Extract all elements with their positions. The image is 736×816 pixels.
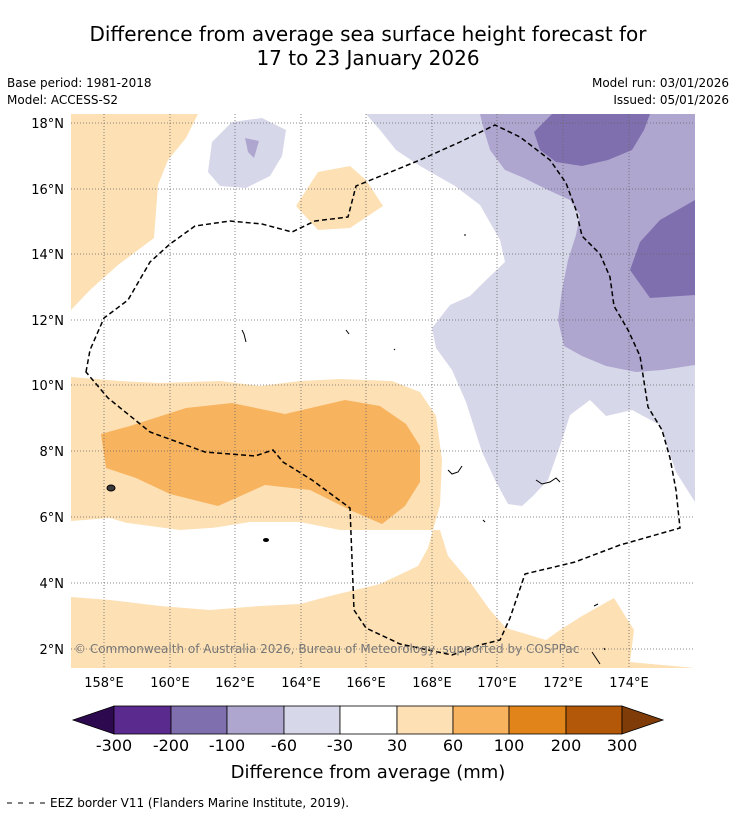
colorbar-ticks: -300 -200 -100 -60 -30 30 60 100 200 300 — [96, 736, 637, 755]
lat-label: 16°N — [31, 183, 64, 198]
title-line-1: Difference from average sea surface heig… — [89, 22, 647, 46]
lon-label: 170°E — [477, 676, 517, 691]
contour-minus60-minus100-east — [480, 114, 695, 372]
eez-legend-text: EEZ border V11 (Flanders Marine Institut… — [50, 796, 349, 810]
colorbar-label: Difference from average (mm) — [231, 762, 506, 783]
colorbar-arrow-high — [621, 705, 665, 735]
title-line-2: 17 to 23 January 2026 — [256, 46, 480, 70]
model-run: Model run: 03/01/2026 — [591, 76, 729, 90]
contour-minus100-minus200-east — [630, 200, 695, 298]
colorbar-tick-label: 100 — [494, 736, 525, 755]
lon-label: 160°E — [150, 676, 190, 691]
colorbar-segment — [396, 705, 454, 735]
contour-30-60-north-central — [296, 166, 383, 230]
longitude-axis: 158°E 160°E 162°E 164°E 166°E 168°E 170°… — [84, 676, 649, 691]
lat-label: 4°N — [40, 577, 65, 592]
lat-label: 14°N — [31, 248, 64, 263]
colorbar-segment — [565, 705, 623, 735]
lon-label: 172°E — [543, 676, 583, 691]
lat-label: 12°N — [31, 314, 64, 329]
contour-minus30-minus60-northwest — [208, 118, 286, 188]
colorbar-segment — [113, 705, 172, 735]
colorbar-tick-label: -300 — [96, 736, 132, 755]
colorbar: -300 -200 -100 -60 -30 30 60 100 200 300… — [71, 705, 665, 783]
lat-label: 6°N — [40, 511, 65, 526]
model-name: Model: ACCESS-S2 — [7, 93, 119, 107]
colorbar-tick-label: 200 — [551, 736, 582, 755]
colorbar-tick-label: -200 — [153, 736, 189, 755]
lat-label: 18°N — [31, 117, 64, 132]
colorbar-segment — [452, 705, 510, 735]
map-title: Difference from average sea surface heig… — [0, 22, 736, 70]
lon-label: 162°E — [215, 676, 255, 691]
eez-border-line — [85, 124, 681, 656]
colorbar-segment — [339, 705, 398, 735]
lat-label: 2°N — [40, 643, 65, 658]
colorbar-tick-label: -60 — [271, 736, 297, 755]
contour-30-60-northwest — [71, 114, 198, 310]
colorbar-tick-label: 300 — [607, 736, 638, 755]
lat-label: 10°N — [31, 379, 64, 394]
lon-label: 174°E — [609, 676, 649, 691]
colorbar-tick-label: -30 — [327, 736, 353, 755]
colorbar-segment — [508, 705, 567, 735]
copyright-notice: © Commonwealth of Australia 2026, Bureau… — [74, 642, 579, 656]
colorbar-tick-label: -100 — [209, 736, 245, 755]
lon-label: 166°E — [346, 676, 386, 691]
lon-label: 168°E — [412, 676, 452, 691]
contour-minus60-minus100-spot — [245, 138, 259, 158]
lon-label: 158°E — [84, 676, 124, 691]
meta-left: Base period: 1981-2018 Model: ACCESS-S2 — [7, 75, 152, 109]
colorbar-tick-label: 60 — [443, 736, 463, 755]
colorbar-segment — [226, 705, 285, 735]
colorbar-segment — [283, 705, 341, 735]
colorbar-segment — [170, 705, 228, 735]
issued-date: Issued: 05/01/2026 — [613, 93, 729, 107]
lon-label: 164°E — [281, 676, 321, 691]
islands — [106, 234, 606, 665]
colorbar-arrow-low — [71, 705, 115, 735]
contour-60-100-core — [101, 400, 420, 524]
meta-right: Model run: 03/01/2026 Issued: 05/01/2026 — [592, 75, 729, 109]
latitude-axis: 18°N 16°N 14°N 12°N 10°N 8°N 6°N 4°N 2°N — [31, 117, 64, 658]
map-plot-area: © Commonwealth of Australia 2026, Bureau… — [71, 114, 695, 668]
base-period: Base period: 1981-2018 — [7, 76, 152, 90]
graticule — [71, 114, 695, 668]
contour-neutral-gap — [71, 522, 340, 606]
lat-label: 8°N — [40, 445, 65, 460]
colorbar-tick-label: 30 — [387, 736, 407, 755]
